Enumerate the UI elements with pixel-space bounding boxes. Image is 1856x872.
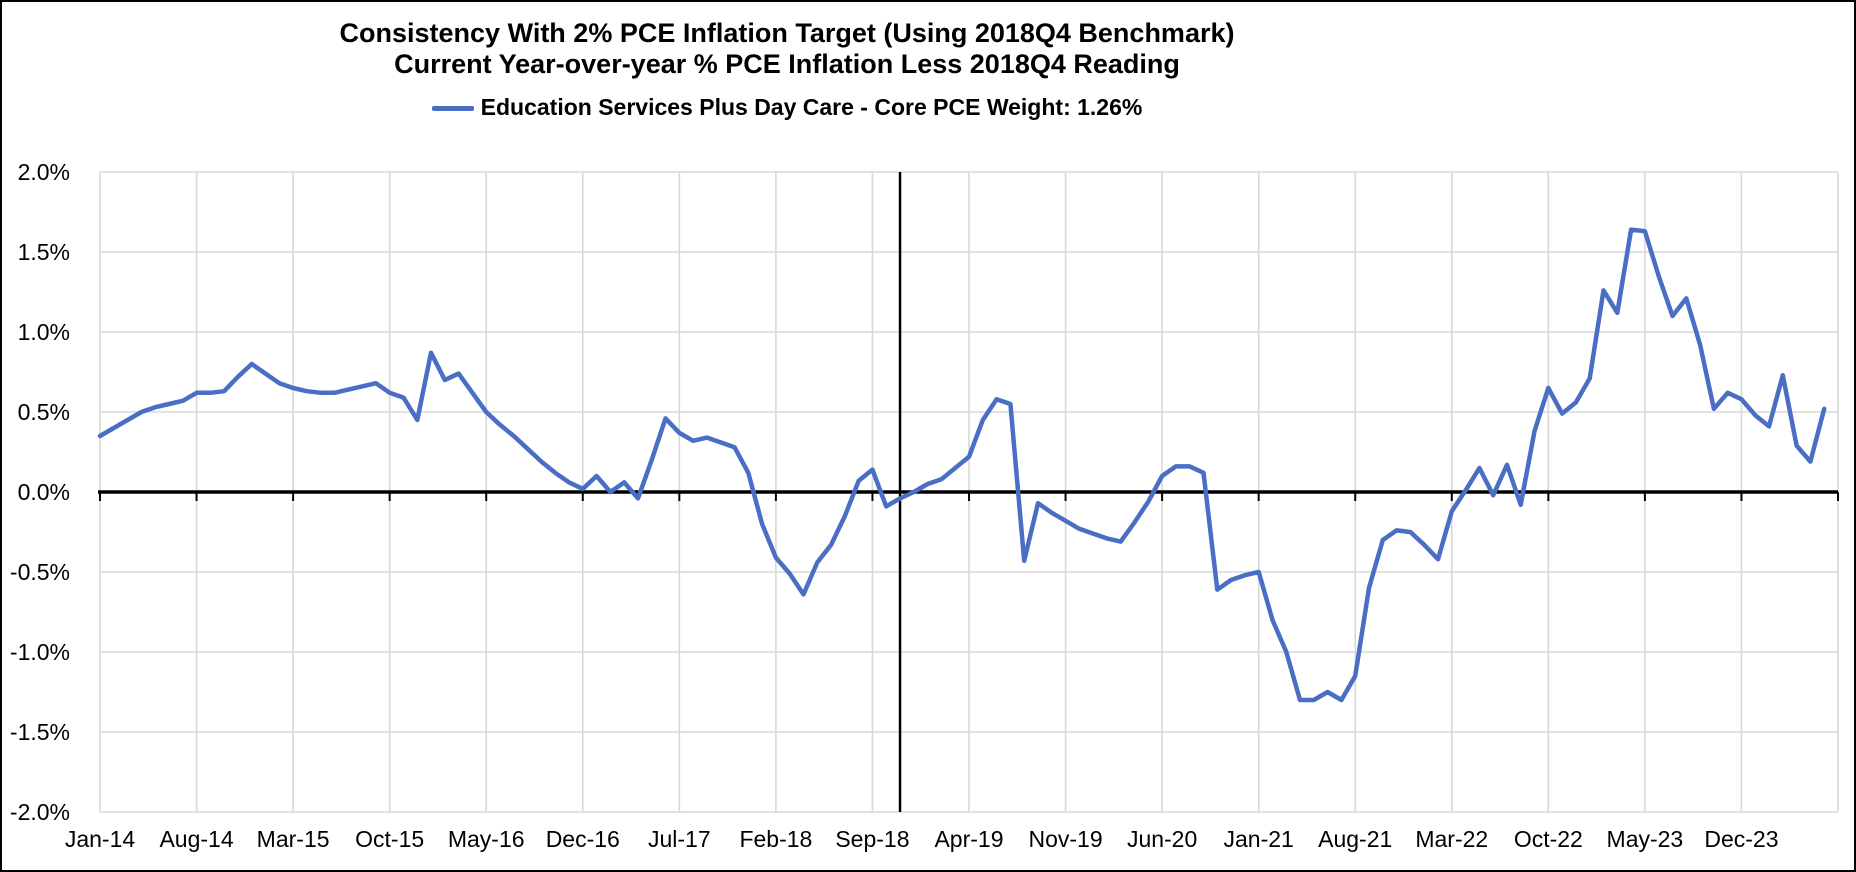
y-tick-label: 0.5%	[18, 399, 70, 425]
chart-title: Consistency With 2% PCE Inflation Target…	[339, 18, 1235, 48]
y-tick-label: 1.0%	[18, 319, 70, 345]
legend-series-label: Education Services Plus Day Care - Core …	[480, 94, 1143, 120]
y-tick-label: -1.0%	[10, 639, 70, 665]
x-tick-label: Jan-21	[1224, 826, 1294, 852]
chart-subtitle: Current Year-over-year % PCE Inflation L…	[394, 49, 1180, 79]
x-tick-label: Aug-14	[159, 826, 233, 852]
x-tick-label: Sep-18	[835, 826, 909, 852]
x-tick-label: Dec-16	[546, 826, 620, 852]
x-tick-label: May-23	[1607, 826, 1684, 852]
x-tick-label: Feb-18	[739, 826, 812, 852]
series-line-education-services-plus-day-care	[97, 227, 1827, 703]
x-tick-label: Dec-23	[1704, 826, 1778, 852]
y-tick-label: 0.0%	[18, 479, 70, 505]
x-tick-label: Mar-15	[257, 826, 330, 852]
x-tick-label: Jan-14	[65, 826, 136, 852]
x-tick-label: Apr-19	[934, 826, 1003, 852]
y-tick-label: 2.0%	[18, 159, 70, 185]
y-tick-label: -2.0%	[10, 799, 70, 825]
y-tick-label: 1.5%	[18, 239, 70, 265]
chart-legend: Education Services Plus Day Care - Core …	[2, 94, 1572, 121]
x-tick-label: Nov-19	[1028, 826, 1102, 852]
x-tick-label: Jun-20	[1127, 826, 1197, 852]
x-tick-label: Jul-17	[648, 826, 711, 852]
legend-line-swatch	[431, 106, 474, 111]
x-tick-label: Oct-22	[1514, 826, 1583, 852]
y-tick-label: -1.5%	[10, 719, 70, 745]
x-tick-label: Aug-21	[1318, 826, 1392, 852]
y-tick-label: -0.5%	[10, 559, 70, 585]
x-tick-label: May-16	[448, 826, 525, 852]
x-tick-label: Mar-22	[1415, 826, 1488, 852]
chart-title-block: Consistency With 2% PCE Inflation Target…	[2, 18, 1572, 80]
x-tick-label: Oct-15	[355, 826, 424, 852]
